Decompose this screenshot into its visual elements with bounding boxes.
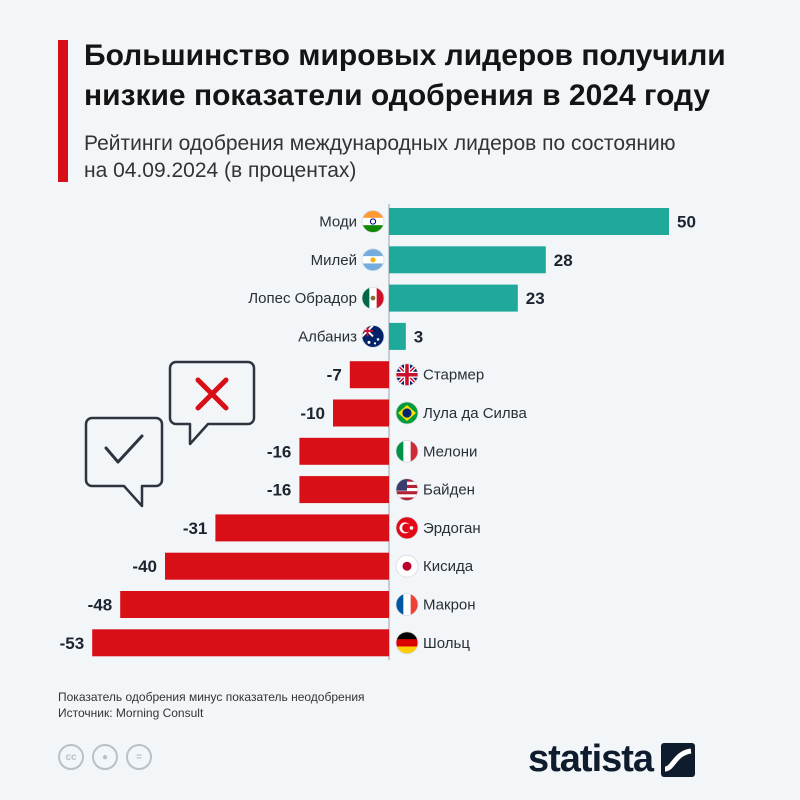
category-label: Албаниз xyxy=(298,328,357,345)
argentina-flag-icon xyxy=(361,248,385,272)
bar-row-1: 50 Моди xyxy=(319,208,696,235)
france-flag-icon xyxy=(395,593,419,616)
bar-row-10: -40 Кисида xyxy=(132,552,474,580)
bar-row-8: -16 Байден xyxy=(267,476,475,504)
category-label: Моди xyxy=(319,214,357,231)
disapproval-bubble-icon xyxy=(168,360,256,446)
brazil-flag-icon xyxy=(395,401,419,425)
bar xyxy=(165,552,389,580)
bar-row-11: -48 Макрон xyxy=(88,591,476,618)
turkey-flag-icon xyxy=(395,516,419,540)
value-label: 3 xyxy=(414,327,423,346)
bar-row-5: -7 Стармер xyxy=(327,361,484,389)
bar xyxy=(215,514,389,542)
value-label: -10 xyxy=(300,404,325,423)
bar xyxy=(333,399,389,427)
bar xyxy=(389,322,406,350)
category-label: Милей xyxy=(311,252,357,269)
bar xyxy=(120,591,389,618)
japan-flag-icon xyxy=(395,554,419,578)
footnote-source: Источник: Morning Consult xyxy=(58,706,204,720)
bar-row-4: 3 Албаниз xyxy=(298,322,423,350)
category-label: Стармер xyxy=(423,367,484,384)
bar xyxy=(299,437,389,465)
bar-row-12: -53 Шольц xyxy=(60,629,470,657)
value-label: 23 xyxy=(526,289,545,308)
australia-flag-icon xyxy=(361,324,385,348)
bar-row-6: -10 Лула да Силва xyxy=(300,399,527,427)
bar xyxy=(299,476,389,504)
footnote-note: Показатель одобрения минус показатель не… xyxy=(58,690,365,704)
attribution-icon[interactable]: ● xyxy=(92,744,118,770)
uk-flag-icon xyxy=(395,363,419,387)
bar xyxy=(92,629,389,657)
statista-mark-icon xyxy=(661,742,696,777)
bar-row-3: 23 Лопес Обрадор xyxy=(248,284,545,312)
value-label: -7 xyxy=(327,366,342,385)
cc-icon[interactable]: cc xyxy=(58,744,84,770)
bar-row-9: -31 Эрдоган xyxy=(183,514,481,542)
italy-flag-icon xyxy=(395,439,419,463)
value-label: -31 xyxy=(183,519,208,538)
value-label: -16 xyxy=(267,442,292,461)
usa-flag-icon xyxy=(395,478,419,502)
brand-name: statista xyxy=(528,738,654,780)
category-label: Шольц xyxy=(423,635,470,652)
footnote: Показатель одобрения минус показатель не… xyxy=(58,689,365,721)
category-label: Байден xyxy=(423,482,475,499)
value-label: 28 xyxy=(554,251,573,270)
statista-logo[interactable]: statista xyxy=(528,738,696,781)
value-label: -40 xyxy=(132,557,157,576)
value-label: -53 xyxy=(60,634,85,653)
bar xyxy=(389,208,669,235)
bar-row-7: -16 Мелони xyxy=(267,437,477,465)
approval-bubble-icon xyxy=(84,416,164,508)
category-label: Лопес Обрадор xyxy=(248,290,357,307)
value-label: 50 xyxy=(677,213,696,232)
no-derivatives-icon[interactable]: = xyxy=(126,744,152,770)
category-label: Лула да Силва xyxy=(423,405,527,422)
category-label: Мелони xyxy=(423,443,477,460)
category-label: Кисида xyxy=(423,558,474,575)
license-icons: cc ● = xyxy=(58,744,152,770)
category-label: Макрон xyxy=(423,597,476,614)
bar xyxy=(389,246,546,274)
bar xyxy=(389,284,518,312)
bar xyxy=(349,361,389,389)
chart-title: Большинство мировых лидеров получили низ… xyxy=(84,39,726,112)
germany-flag-icon xyxy=(395,631,419,655)
value-label: -16 xyxy=(267,481,292,500)
bar-row-2: 28 Милей xyxy=(311,246,573,274)
title-accent-bar xyxy=(58,40,68,182)
india-flag-icon xyxy=(361,210,385,233)
mexico-flag-icon xyxy=(361,286,385,310)
category-label: Эрдоган xyxy=(423,520,481,537)
value-label: -48 xyxy=(88,596,113,615)
chart-subtitle: Рейтинги одобрения международных лидеров… xyxy=(84,132,676,182)
